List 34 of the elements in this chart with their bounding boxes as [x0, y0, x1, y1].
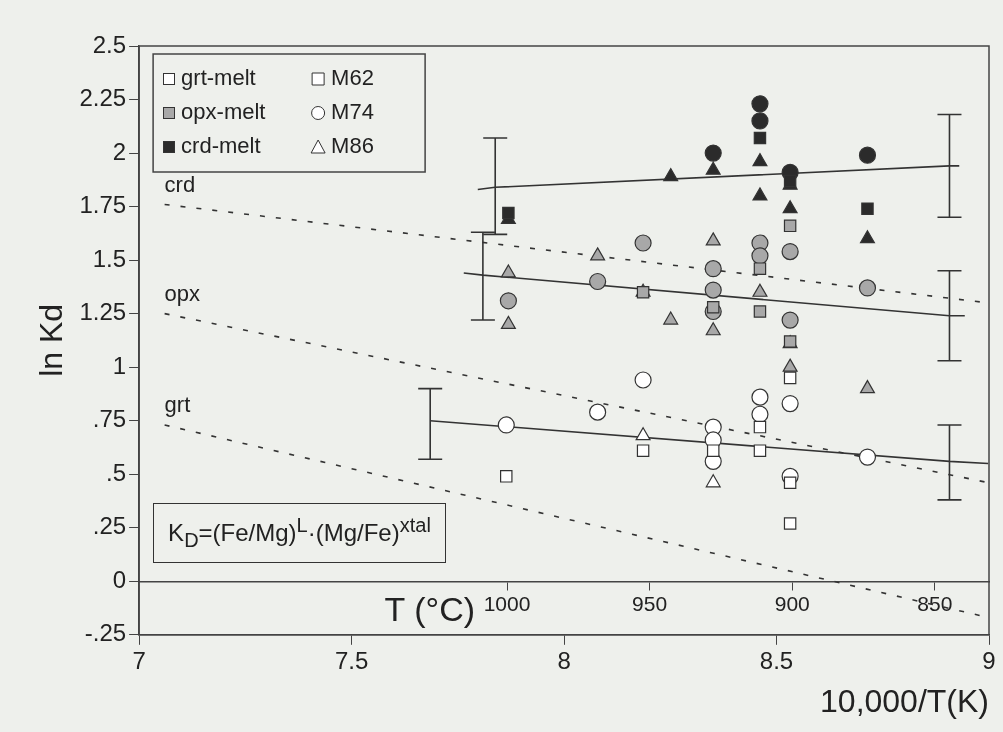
y-tick-label: -.25	[84, 619, 127, 647]
x-tick-label: 7	[132, 646, 146, 674]
x2-tick-label: 850	[917, 591, 953, 615]
x2-tick-label: 1000	[483, 591, 531, 615]
y-tick-label: 2.5	[92, 30, 127, 58]
x-tick-label: 9	[982, 646, 996, 674]
x2-tick-label: 950	[632, 591, 668, 615]
y-tick-label: .5	[106, 458, 127, 486]
legend-label: M62	[331, 65, 374, 91]
x-tick-label: 8	[557, 646, 571, 674]
x-tick-label: 8.5	[759, 646, 794, 674]
y-tick-label: 2.25	[79, 84, 127, 112]
annotation: crd-melt	[181, 133, 261, 159]
x-tick-label: 7.5	[334, 646, 369, 674]
annotation: opx-melt	[181, 99, 266, 125]
x-axis-title: 10,000/T(K)	[820, 682, 989, 719]
y-axis-title: ln Kd	[33, 303, 70, 377]
y-tick-label: .75	[92, 405, 127, 433]
annotation: grt-melt	[181, 65, 256, 91]
y-tick-label: 1.25	[79, 298, 127, 326]
y-tick-label: 1.75	[79, 191, 127, 219]
annotation: crd	[164, 171, 196, 197]
y-tick-label: 1	[112, 351, 127, 379]
y-tick-label: 2	[112, 137, 127, 165]
legend-label: M86	[331, 133, 374, 159]
annotation: K$_{D}$=(Fe/Mg)$^{L}$·(Mg/Fe)$^{xtal}$	[153, 503, 446, 564]
annotation: opx	[164, 280, 201, 306]
x2-axis-title: T (°C)	[384, 589, 476, 628]
y-tick-label: 0	[112, 565, 127, 593]
y-tick-label: 1.5	[92, 244, 127, 272]
legend-label: M74	[331, 99, 374, 125]
y-tick-label: .25	[92, 512, 127, 540]
x2-tick-label: 900	[774, 591, 810, 615]
annotation: grt	[164, 392, 191, 418]
